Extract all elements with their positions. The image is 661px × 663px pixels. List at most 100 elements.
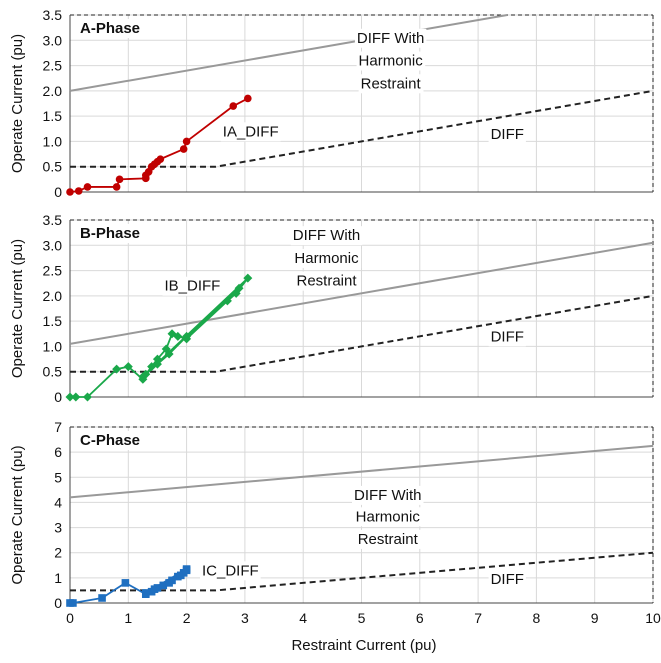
- x-tick-label: 6: [416, 610, 424, 626]
- data-point-ib-diff: [152, 354, 162, 364]
- panel-b-phase: 0 0.5 1.0 1.5 2.0 2.5 3.0 3.5 Operate Current (p…: [9, 212, 654, 405]
- series-line-ia-diff: [69, 97, 249, 193]
- y-tick-label: 7: [54, 419, 62, 435]
- data-point-ia-diff: [244, 94, 252, 103]
- annotation-diff: DIFF: [491, 328, 524, 345]
- y-tick-label: 2.0: [43, 83, 63, 99]
- y-tick-label: 1.0: [43, 338, 63, 354]
- data-point-ib-diff: [123, 362, 133, 372]
- y-tick-label: 1: [54, 570, 62, 586]
- x-tick-label: 5: [358, 610, 366, 626]
- annotation-background: [355, 529, 421, 549]
- y-tick-label: 6: [54, 444, 62, 460]
- y-tick-label: 0.5: [43, 364, 63, 380]
- y-tick-label: 2.5: [43, 58, 63, 74]
- annotation-background: [294, 271, 360, 291]
- data-point-ib-diff: [243, 273, 253, 283]
- x-tick-label: 4: [299, 610, 307, 626]
- data-point-ib-diff: [152, 359, 162, 369]
- y-tick-label: 5: [54, 469, 62, 485]
- annotation-harmonic: Harmonic: [356, 508, 421, 525]
- y-tick-label: 3.0: [43, 237, 63, 253]
- annotation-diff-with: DIFF With: [354, 487, 422, 504]
- data-point-ia-diff: [83, 183, 92, 191]
- data-point-ia-diff: [112, 183, 121, 191]
- data-point-ia-diff: [115, 175, 124, 184]
- y-tick-label: 0: [54, 595, 62, 611]
- phase-title-background: [77, 224, 144, 243]
- phase-title: B-Phase: [80, 225, 140, 242]
- annotation-background: [162, 276, 223, 296]
- annotation-background: [353, 507, 423, 527]
- series-line-diff: [70, 551, 654, 592]
- y-axis-title: Operate Current (pu): [9, 445, 26, 584]
- annotation-harmonic: Harmonic: [359, 53, 424, 70]
- x-tick-label: 1: [124, 610, 132, 626]
- data-point-ib-diff: [164, 349, 174, 359]
- data-point-ib-diff: [82, 392, 92, 402]
- y-tick-label: 3.0: [43, 32, 63, 48]
- annotation-background: [356, 51, 426, 71]
- annotation-harmonic: Harmonic: [294, 250, 359, 267]
- x-tick-label: 10: [645, 610, 661, 626]
- data-point-ib-diff: [71, 392, 81, 402]
- series-line-diff-with-harmonic-restraint: [69, 241, 654, 345]
- y-tick-label: 2.5: [43, 263, 63, 279]
- y-tick-label: 3.5: [43, 7, 63, 23]
- annotation-background: [292, 248, 362, 268]
- data-point-ic-diff: [98, 594, 106, 602]
- annotation-diff: DIFF: [491, 571, 524, 588]
- series-line-diff-with-harmonic-restraint: [69, 14, 508, 92]
- data-point-ib-diff: [138, 372, 148, 382]
- data-point-ib-diff: [173, 331, 183, 341]
- data-point-ic-diff: [159, 581, 168, 590]
- y-axis-title: Operate Current (pu): [9, 239, 26, 378]
- annotation-ic-diff: IC_DIFF: [202, 562, 259, 579]
- series-line-diff: [70, 294, 654, 373]
- y-tick-label: 1.5: [43, 108, 63, 124]
- data-point-ic-diff: [165, 579, 173, 587]
- y-tick-label: 2: [54, 545, 62, 561]
- y-tick-label: 4: [54, 494, 62, 510]
- y-tick-label: 0.5: [43, 159, 63, 175]
- annotation-background: [488, 124, 526, 144]
- annotation-background: [354, 28, 427, 48]
- data-point-ib-diff: [112, 364, 122, 374]
- annotation-diff: DIFF: [491, 126, 524, 143]
- y-tick-label: 0: [54, 389, 62, 405]
- x-axis-title: Restraint Current (pu): [291, 637, 436, 654]
- data-point-ia-diff: [74, 187, 83, 195]
- panel-c-phase: 0 1 2 3 4 5 6 7 0 1 2 3 4 5 6 7 8 9 10 Operate Current (pu)…: [9, 419, 661, 626]
- annotation-background: [290, 226, 363, 246]
- data-point-ia-diff: [179, 145, 188, 153]
- data-point-ib-diff: [222, 296, 232, 306]
- annotation-restraint: Restraint: [361, 75, 422, 92]
- phase-title-background: [77, 431, 144, 450]
- data-point-ib-diff: [182, 331, 192, 341]
- y-tick-label: 3: [54, 520, 62, 536]
- phase-title: C-Phase: [80, 432, 140, 449]
- data-point-ic-diff: [141, 589, 150, 597]
- data-point-ib-diff: [65, 392, 75, 402]
- data-point-ia-diff: [156, 155, 165, 163]
- series-line-diff-with-harmonic-restraint: [69, 444, 654, 499]
- annotation-diff-with: DIFF With: [357, 30, 425, 47]
- y-tick-label: 2.0: [43, 288, 63, 304]
- annotation-ia-diff: IA_DIFF: [223, 123, 279, 140]
- x-tick-label: 8: [533, 610, 541, 626]
- annotation-restraint: Restraint: [297, 273, 358, 290]
- annotation-restraint: Restraint: [358, 531, 419, 548]
- y-tick-label: 1.0: [43, 133, 63, 149]
- panel-a-phase: 0 0.5 1.0 1.5 2.0 2.5 3.0 3.5 Operate Current (p…: [9, 7, 654, 200]
- annotation-diff-with: DIFF With: [293, 227, 361, 244]
- data-point-ia-diff: [229, 102, 238, 110]
- annotation-background: [488, 570, 526, 590]
- data-point-ic-diff: [150, 585, 159, 593]
- y-axis-title: Operate Current (pu): [9, 34, 26, 173]
- annotation-background: [488, 327, 526, 347]
- y-tick-label: 1.5: [43, 313, 63, 329]
- data-point-ia-diff: [182, 137, 191, 146]
- data-point-ic-diff: [176, 571, 185, 580]
